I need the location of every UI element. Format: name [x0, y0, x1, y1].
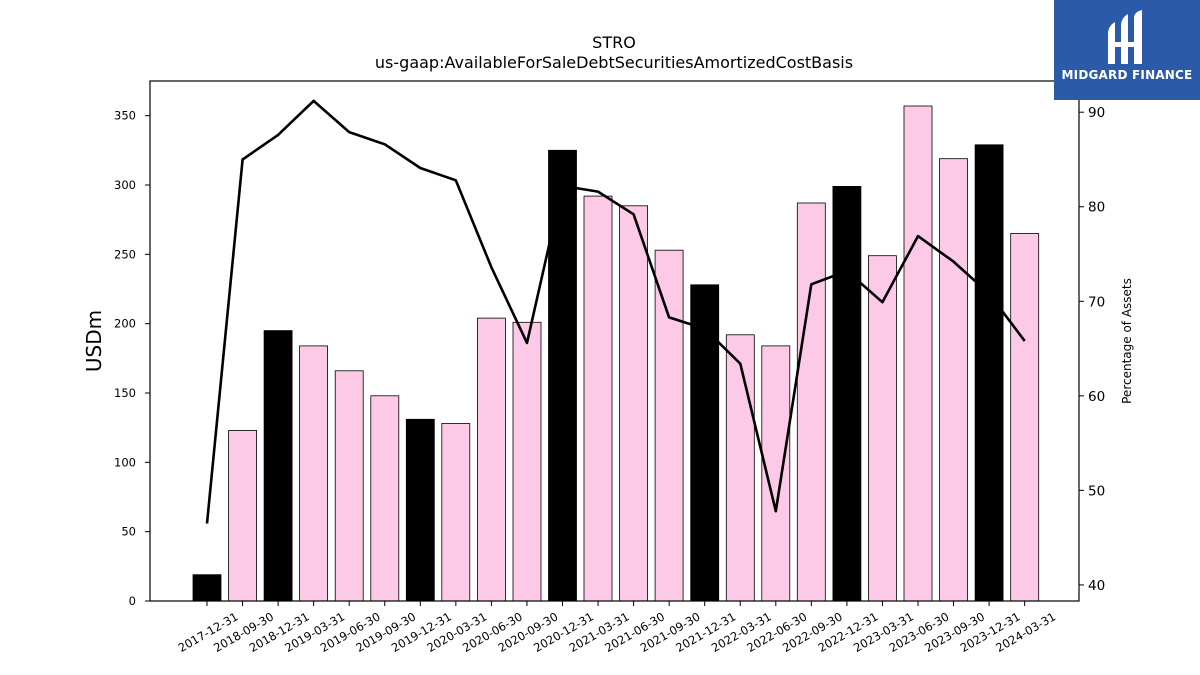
bar-2020-09-30 — [512, 321, 542, 602]
y-tick-label: 50 — [121, 525, 136, 539]
bar-2022-03-31 — [725, 334, 755, 602]
bar-2020-03-31 — [441, 423, 471, 602]
bar-2023-12-31 — [974, 144, 1004, 602]
bar-2022-09-30 — [796, 202, 826, 602]
y2-tick-label: 70 — [1088, 294, 1105, 310]
chart-title: STRO — [592, 33, 636, 52]
bar-2023-09-30 — [939, 158, 968, 602]
plot-frame — [149, 80, 1080, 602]
bar-2021-09-30 — [654, 249, 684, 602]
logo-mark-icon — [1108, 10, 1142, 64]
bar-2024-03-31 — [1010, 233, 1040, 602]
y2-tick-label: 60 — [1088, 389, 1105, 405]
bar-2020-06-30 — [476, 317, 506, 602]
percentage-line — [205, 99, 1026, 524]
y-tick-label: 200 — [114, 317, 136, 331]
bar-2018-12-31 — [263, 330, 293, 602]
y2-tick-label: 90 — [1088, 105, 1105, 121]
y2-tick-label: 50 — [1088, 483, 1105, 499]
bar-2022-12-31 — [832, 185, 862, 602]
bar-2023-06-30 — [903, 105, 933, 602]
bar-2021-03-31 — [583, 195, 613, 602]
y-tick-label: 300 — [114, 178, 136, 192]
y-tick-label: 150 — [114, 386, 136, 400]
y-tick-label: 350 — [114, 109, 136, 123]
y2-tick-label: 80 — [1088, 200, 1105, 216]
bar-2019-12-31 — [405, 418, 435, 602]
bars — [192, 105, 1040, 602]
y-tick-label: 0 — [129, 594, 136, 608]
bar-2020-12-31 — [548, 149, 577, 602]
y2-tick-label: 40 — [1088, 578, 1105, 594]
axes: 0501001502002503003504050607080902017-12… — [114, 80, 1105, 655]
bar-2021-12-31 — [690, 284, 720, 602]
bar-2017-12-31 — [192, 574, 222, 602]
chart-subtitle: us-gaap:AvailableForSaleDebtSecuritiesAm… — [375, 53, 853, 72]
logo-text: MIDGARD FINANCE — [1061, 68, 1193, 82]
bar-2019-06-30 — [334, 370, 364, 602]
line-layer — [205, 99, 1026, 524]
bar-2023-03-31 — [868, 255, 897, 602]
bar-2019-09-30 — [370, 395, 400, 602]
y-tick-label: 100 — [114, 455, 136, 469]
brand-logo: MIDGARD FINANCE — [1054, 0, 1200, 100]
y-axis-label: USDm — [82, 310, 106, 372]
bar-2021-06-30 — [619, 205, 648, 602]
y-tick-label: 250 — [114, 247, 136, 261]
y2-axis-label: Percentage of Assets — [1120, 278, 1134, 404]
bar-2019-03-31 — [299, 345, 329, 602]
bar-2018-09-30 — [228, 429, 258, 602]
